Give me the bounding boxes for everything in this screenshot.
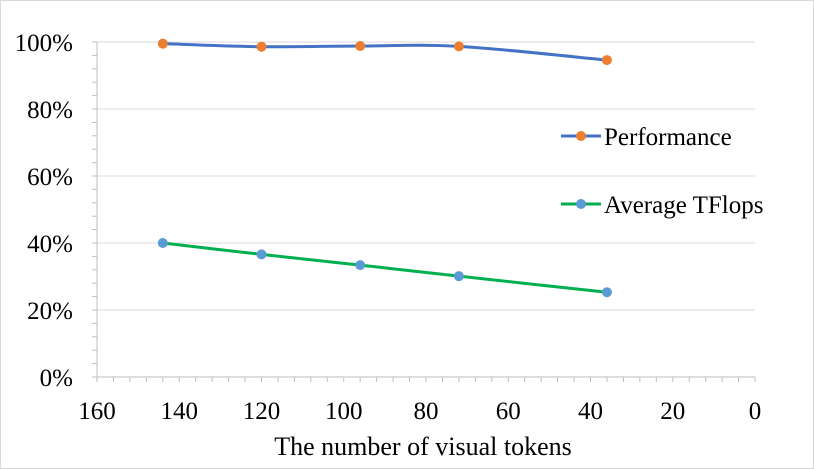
x-tick-label: 60 (496, 398, 521, 425)
gridlines (97, 41, 755, 311)
x-tick-label: 20 (660, 398, 685, 425)
legend-label-average-tflops: Average TFlops (604, 192, 763, 219)
performance-point (355, 41, 366, 52)
y-tick-label: 80% (27, 97, 73, 124)
x-tick-label: 100 (325, 398, 363, 425)
y-tick-label: 20% (27, 298, 73, 325)
y-tick-label: 100% (15, 30, 73, 57)
average-tflops-line (161, 241, 609, 294)
legend-marker-performance (576, 131, 586, 141)
average-tflops-point (453, 271, 464, 282)
legend-label-performance: Performance (604, 124, 732, 151)
x-tick-label: 140 (161, 398, 199, 425)
x-axis-title: The number of visual tokens (274, 432, 572, 461)
performance-point (453, 41, 464, 52)
x-tick-label: 120 (243, 398, 281, 425)
x-tick-label: 40 (578, 398, 603, 425)
axes: 0% 20% 40% 60% 80% 100% 160 140 120 100 80 60 40 20 0 (15, 30, 762, 425)
x-tick-label: 80 (414, 398, 439, 425)
performance-line (161, 42, 609, 62)
performance-point (157, 38, 168, 49)
average-tflops-point (256, 249, 267, 260)
average-tflops-point (601, 287, 612, 298)
average-tflops-point (157, 238, 168, 248)
y-tick-label: 40% (27, 231, 73, 258)
performance-point (256, 41, 267, 52)
y-tick-label: 0% (40, 365, 73, 392)
performance-point (601, 55, 612, 66)
x-tick-label: 0 (749, 398, 762, 425)
average-tflops-point (355, 260, 366, 271)
legend: Performance Average TFlops (561, 124, 763, 219)
series (157, 38, 612, 298)
y-tick-label: 60% (27, 164, 73, 191)
x-tick-label: 160 (78, 398, 116, 425)
legend-marker-average-tflops (576, 199, 586, 209)
